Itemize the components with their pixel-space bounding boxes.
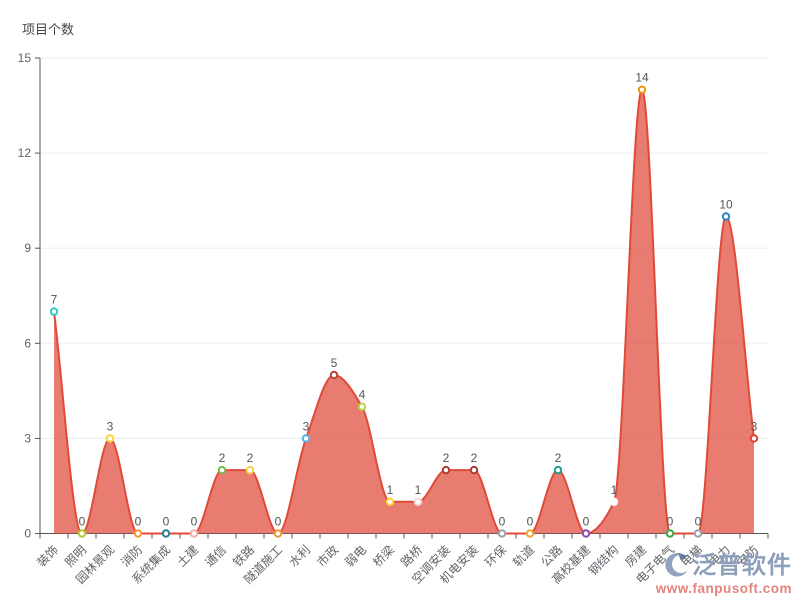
data-point-marker[interactable] [497, 529, 507, 538]
data-point-value-label: 1 [611, 483, 618, 497]
x-axis-label: 钢结构 [585, 542, 621, 578]
data-point-value-label: 0 [527, 515, 534, 529]
data-point-marker[interactable] [133, 529, 143, 538]
data-point-value-label: 0 [191, 515, 198, 529]
data-point-marker[interactable] [665, 529, 675, 538]
x-axis-label: 水利 [286, 543, 313, 570]
data-point-value-label: 7 [51, 293, 58, 307]
data-point-marker[interactable] [49, 307, 59, 316]
data-point-value-label: 2 [247, 451, 254, 465]
data-point-marker[interactable] [721, 212, 731, 221]
data-point-value-label: 2 [555, 451, 562, 465]
data-point-marker[interactable] [749, 434, 759, 443]
data-point-value-label: 3 [303, 419, 310, 433]
data-point-value-label: 1 [387, 483, 394, 497]
data-point-marker[interactable] [553, 465, 563, 475]
x-axis-label: 轨道 [510, 543, 537, 570]
y-axis-label: 9 [24, 241, 31, 255]
x-axis-label: 通信 [202, 543, 229, 570]
y-axis-label: 0 [24, 527, 31, 541]
data-point-marker[interactable] [693, 529, 703, 538]
data-point-marker[interactable] [637, 85, 647, 94]
data-point-marker[interactable] [581, 529, 591, 538]
data-point-value-label: 0 [695, 515, 702, 529]
x-axis-label: 弱电 [342, 543, 369, 570]
data-point-value-label: 0 [275, 515, 282, 529]
chart-title: 项目个数 [22, 22, 75, 37]
data-point-marker[interactable] [105, 434, 115, 443]
x-axis-label: 市政 [314, 542, 342, 570]
data-point-value-label: 4 [359, 388, 366, 402]
data-point-marker[interactable] [525, 529, 535, 538]
data-point-marker[interactable] [161, 529, 171, 538]
data-point-marker[interactable] [357, 402, 367, 411]
data-point-marker[interactable] [609, 497, 619, 506]
data-point-value-label: 0 [499, 515, 506, 529]
watermark-brand-text: 泛普软件 [692, 551, 792, 579]
data-point-value-label: 0 [163, 515, 170, 529]
x-axis-label: 环保 [482, 543, 509, 570]
data-point-value-label: 1 [415, 483, 422, 497]
data-point-marker[interactable] [301, 434, 311, 443]
data-point-value-label: 3 [107, 419, 114, 433]
data-point-value-label: 0 [583, 515, 590, 529]
data-point-value-label: 5 [331, 356, 338, 370]
watermark: 泛普软件 www.fanpusoft.com [632, 551, 792, 596]
x-axis-label: 桥梁 [370, 542, 398, 570]
fanpu-logo-icon [665, 552, 689, 577]
watermark-url-text: www.fanpusoft.com [655, 581, 792, 596]
data-point-value-label: 10 [719, 198, 733, 212]
data-point-value-label: 3 [751, 419, 758, 433]
data-point-value-label: 2 [471, 451, 478, 465]
data-point-marker[interactable] [77, 529, 87, 538]
data-point-value-label: 0 [667, 515, 674, 529]
data-point-marker[interactable] [273, 529, 283, 538]
x-axis-label: 装饰 [34, 543, 61, 570]
data-point-value-label: 14 [635, 71, 649, 85]
data-point-value-label: 0 [135, 515, 142, 529]
data-point-value-label: 0 [79, 515, 86, 529]
data-point-marker[interactable] [385, 497, 395, 506]
x-axis-label: 土建 [174, 543, 201, 570]
data-point-value-label: 2 [443, 451, 450, 465]
data-point-marker[interactable] [189, 529, 199, 538]
y-axis-label: 6 [24, 336, 31, 350]
y-axis-label: 15 [18, 51, 32, 65]
data-point-marker[interactable] [217, 465, 227, 475]
y-axis-label: 12 [18, 146, 32, 160]
data-point-marker[interactable] [441, 465, 451, 475]
data-point-marker[interactable] [469, 465, 479, 475]
data-point-value-label: 2 [219, 451, 226, 465]
y-axis-label: 3 [24, 431, 31, 445]
data-point-marker[interactable] [413, 497, 423, 506]
data-point-marker[interactable] [245, 465, 255, 475]
data-point-marker[interactable] [329, 370, 339, 380]
